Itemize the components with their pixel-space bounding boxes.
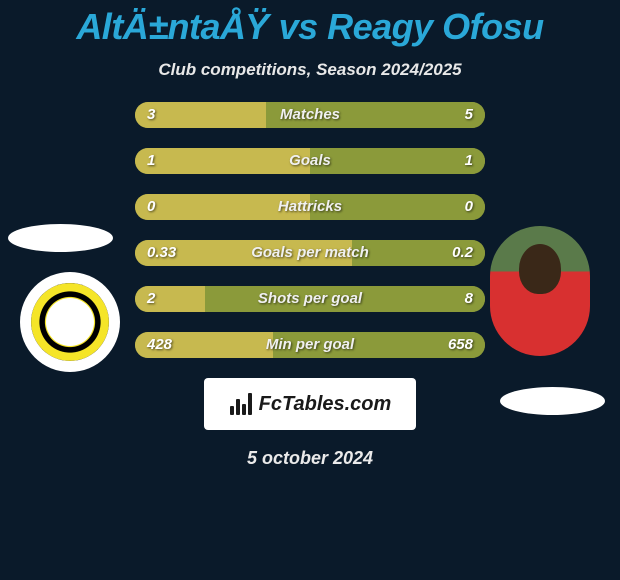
club-badge-icon	[31, 283, 109, 361]
subtitle: Club competitions, Season 2024/2025	[0, 60, 620, 80]
stat-label: Hattricks	[135, 194, 485, 220]
stat-label: Matches	[135, 102, 485, 128]
player-right-shadow	[500, 387, 605, 415]
stat-row: 28Shots per goal	[135, 286, 485, 312]
comparison-area: 35Matches 11Goals 00Hattricks 0.330.2Goals …	[0, 102, 620, 358]
stat-row: 00Hattricks	[135, 194, 485, 220]
stat-label: Goals	[135, 148, 485, 174]
branding-box: FcTables.com	[204, 378, 416, 430]
stat-row: 0.330.2Goals per match	[135, 240, 485, 266]
stat-label: Goals per match	[135, 240, 485, 266]
stat-label: Shots per goal	[135, 286, 485, 312]
player-left-avatar	[20, 272, 120, 372]
logo-bars-icon	[229, 393, 253, 415]
player-head-icon	[519, 244, 561, 294]
date-label: 5 october 2024	[0, 448, 620, 469]
stat-bars: 35Matches 11Goals 00Hattricks 0.330.2Goals …	[135, 102, 485, 358]
player-right-avatar	[490, 226, 590, 356]
page-title: AltÄ±ntaÅŸ vs Reagy Ofosu	[0, 0, 620, 48]
stat-label: Min per goal	[135, 332, 485, 358]
stat-row: 428658Min per goal	[135, 332, 485, 358]
branding-text: FcTables.com	[259, 393, 392, 416]
player-left-shadow	[8, 224, 113, 252]
stat-row: 11Goals	[135, 148, 485, 174]
stat-row: 35Matches	[135, 102, 485, 128]
